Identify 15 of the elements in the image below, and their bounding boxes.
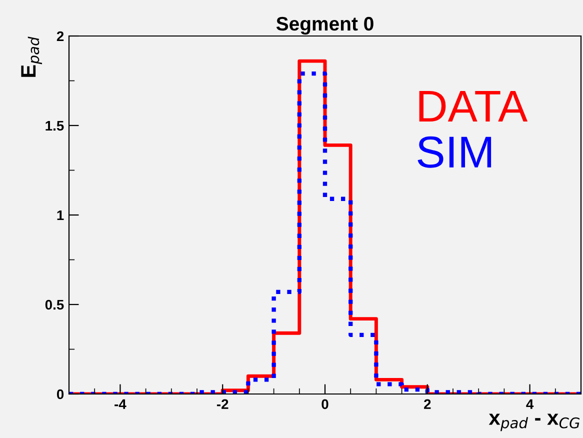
y-tick-label: 1: [57, 210, 64, 220]
x-tick-label: 2: [424, 399, 431, 409]
series-label: DATA: [419, 90, 528, 122]
y-tick-label: 0.5: [45, 300, 64, 310]
y-axis-title: E$_{pad}$: [21, 36, 42, 77]
x-tick-label: -2: [216, 399, 228, 409]
y-tick-label: 1.5: [46, 120, 64, 131]
series-label: SIM: [418, 136, 492, 168]
chart-title: Segment 0: [276, 16, 374, 35]
y-tick-label: 2: [56, 31, 64, 42]
x-tick-label: -4: [114, 399, 126, 409]
x-axis-title: x$_{pad}$ - x$_{CG}$: [488, 414, 580, 432]
x-tick-label: 0: [322, 399, 328, 410]
y-tick-label: 0: [56, 389, 64, 400]
x-tick-label: 4: [526, 399, 534, 409]
